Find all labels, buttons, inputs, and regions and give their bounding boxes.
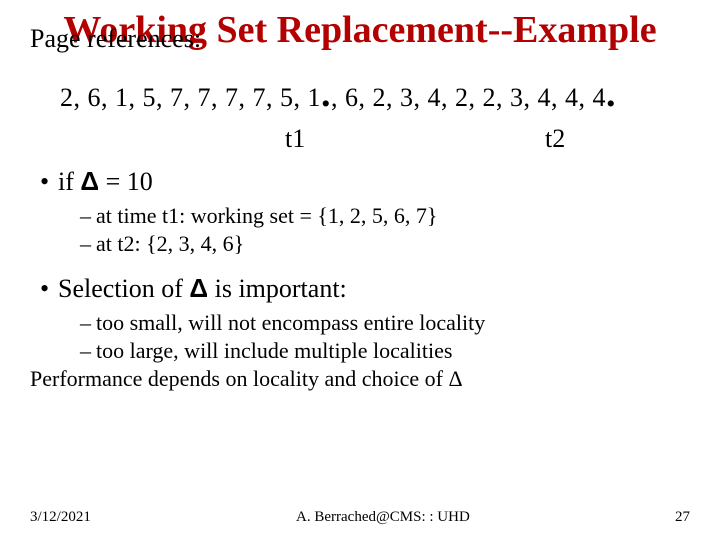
sub-text: at time t1: working set = {1, 2, 5, 6, 7… [96,203,438,228]
footer-page: 27 [675,509,690,526]
dash-icon: – [80,231,96,257]
sub-item: –too large, will include multiple locali… [80,338,690,364]
bullet-dot: • [40,274,58,304]
bullet-dot: • [40,167,58,197]
performance-line: Performance depends on locality and choi… [30,366,690,392]
footer-center: A. Berrached@CMS: : UHD [296,509,470,526]
delta-icon: Δ [80,166,99,196]
sub-text: too small, will not encompass entire loc… [96,310,485,335]
delta-icon: Δ [189,273,208,303]
delta-icon: Δ [448,366,462,391]
if-delta-sublist: –at time t1: working set = {1, 2, 5, 6, … [80,203,690,257]
dash-icon: – [80,203,96,229]
sub-item: –at time t1: working set = {1, 2, 5, 6, … [80,203,690,229]
seq-part2: , 6, 2, 3, 4, 2, 2, 3, 4, 4, 4 [331,83,606,112]
marker-t2: t2 [545,124,565,154]
dot-t1: . [321,73,331,115]
if-prefix: if [58,167,80,196]
sub-item: –too small, will not encompass entire lo… [80,310,690,336]
selection-sublist: –too small, will not encompass entire lo… [80,310,690,364]
reference-sequence: 2, 6, 1, 5, 7, 7, 7, 7, 5, 1., 6, 2, 3, … [60,72,690,116]
sub-text: at t2: {2, 3, 4, 6} [96,231,244,256]
dash-icon: – [80,310,96,336]
time-marker-row: t1 t2 [30,124,690,154]
if-suffix: = 10 [99,167,153,196]
seq-part1: 2, 6, 1, 5, 7, 7, 7, 7, 5, 1 [60,83,321,112]
if-delta-bullet: •if Δ = 10 [40,166,690,197]
perf-prefix: Performance depends on locality and choi… [30,366,448,391]
selection-bullet: •Selection of Δ is important: [40,273,690,304]
dash-icon: – [80,338,96,364]
sub-text: too large, will include multiple localit… [96,338,452,363]
sel-suffix: is important: [208,274,347,303]
page-refs-text: Page references: [30,24,201,53]
marker-t1: t1 [285,124,305,154]
dot-t2: . [606,73,616,115]
sub-item: –at t2: {2, 3, 4, 6} [80,231,690,257]
slide-footer: 3/12/2021 A. Berrached@CMS: : UHD 27 [30,509,690,526]
footer-date: 3/12/2021 [30,509,91,526]
sel-prefix: Selection of [58,274,189,303]
